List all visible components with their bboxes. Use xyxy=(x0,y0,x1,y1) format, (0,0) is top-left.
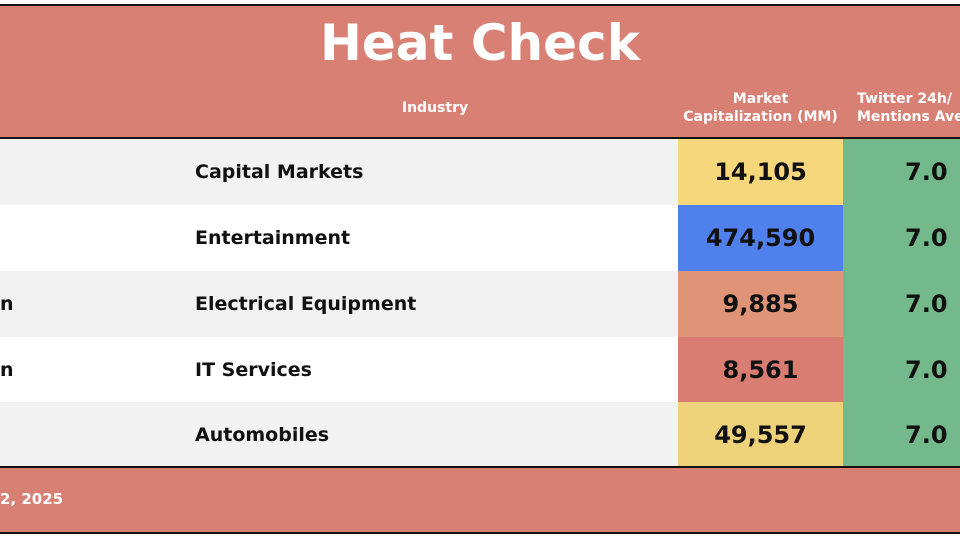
rule xyxy=(0,4,960,6)
header-line: Market xyxy=(732,91,789,107)
table-row: Entertainment 474,590 7.0 xyxy=(0,205,960,271)
header-line: Mentions Ave xyxy=(857,109,960,125)
twitter-mentions: 7.0 xyxy=(843,205,960,271)
table-row: Automobiles 49,557 7.0 xyxy=(0,402,960,468)
market-cap: 14,105 xyxy=(678,139,843,205)
industry: Electrical Equipment xyxy=(195,293,417,315)
table-row: n Electrical Equipment 9,885 7.0 xyxy=(0,271,960,337)
market-cap: 49,557 xyxy=(678,402,843,468)
rule xyxy=(0,137,960,139)
column-header: Market Capitalization (MM) xyxy=(678,90,843,126)
twitter-mentions: 7.0 xyxy=(843,337,960,403)
name: n xyxy=(0,359,14,381)
title: Heat Check xyxy=(320,14,640,72)
header-band xyxy=(0,5,960,138)
twitter-mentions: 7.0 xyxy=(843,402,960,468)
table-row: n IT Services 8,561 7.0 xyxy=(0,337,960,403)
twitter-mentions: 7.0 xyxy=(843,139,960,205)
header-line: Capitalization (MM) xyxy=(683,109,838,125)
market-cap: 9,885 xyxy=(678,271,843,337)
rule xyxy=(0,466,960,468)
rule xyxy=(0,532,960,534)
industry: Capital Markets xyxy=(195,161,364,183)
industry: Automobiles xyxy=(195,424,330,446)
name: n xyxy=(0,293,14,315)
industry: IT Services xyxy=(195,359,312,381)
header-line: Twitter 24h/ xyxy=(857,91,952,107)
footer-band xyxy=(0,468,960,533)
table-row: Capital Markets 14,105 7.0 xyxy=(0,139,960,205)
market-cap: 8,561 xyxy=(678,337,843,403)
industry: Entertainment xyxy=(195,227,351,249)
market-cap: 474,590 xyxy=(678,205,843,271)
twitter-mentions: 7.0 xyxy=(843,271,960,337)
column-header: Twitter 24h/ Mentions Ave xyxy=(857,90,960,126)
footer-text: 2, 2025 xyxy=(0,490,64,508)
column-header: Industry xyxy=(401,100,469,116)
